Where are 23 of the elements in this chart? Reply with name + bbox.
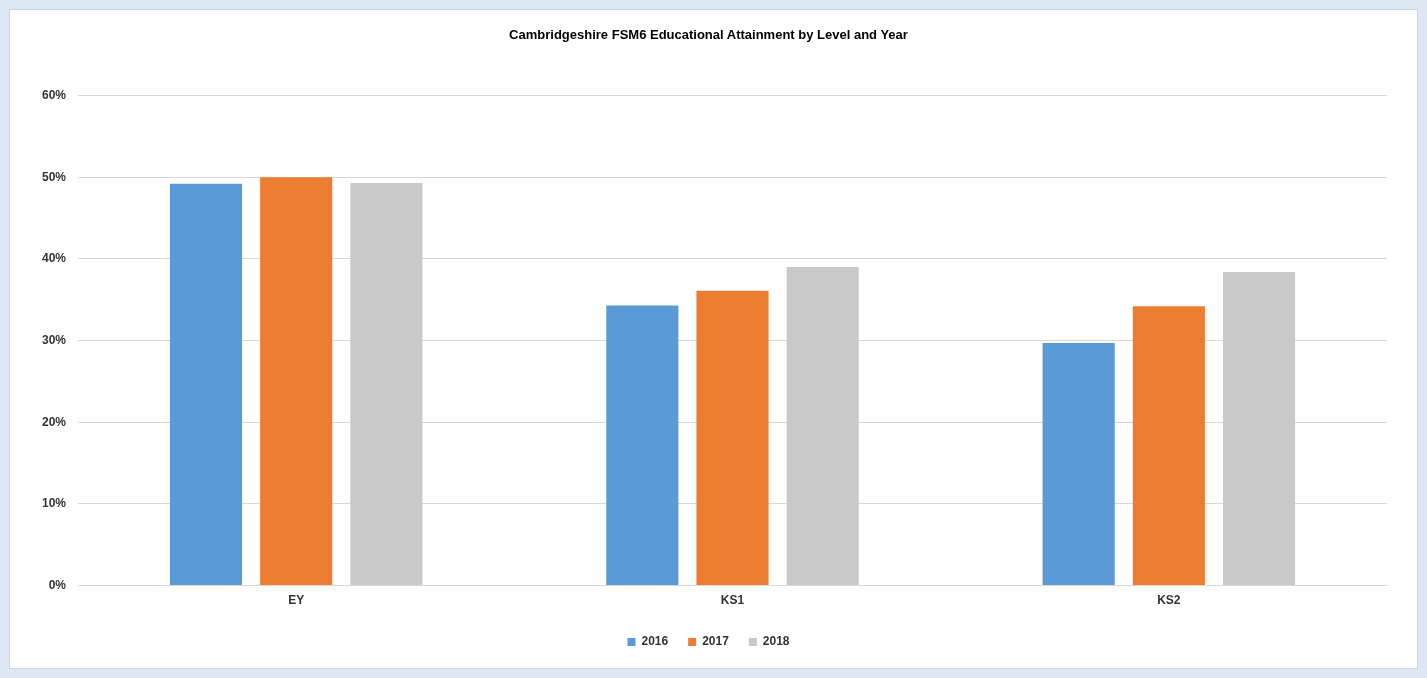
y-tick-label: 10% [41,496,67,511]
bar [350,182,423,586]
bar [606,305,679,586]
y-tick-label: 30% [41,332,67,347]
y-tick-label: 20% [41,414,67,429]
legend-label: 2018 [762,634,790,649]
bar [1222,272,1296,586]
x-tick-label: KS1 [720,593,745,608]
y-tick-label: 50% [41,169,67,184]
bar [169,183,243,586]
y-tick-label: 60% [41,87,67,102]
bar [786,267,859,586]
x-tick-label: EY [288,593,305,608]
x-tick-label: KS2 [1157,593,1181,608]
bar [260,177,333,586]
bar [696,290,769,586]
bar [1042,343,1115,586]
y-tick-label: 40% [41,251,67,266]
legend-label: 2016 [641,634,669,649]
bar [1132,306,1205,586]
y-tick-label: 0% [48,577,67,592]
legend-label: 2017 [702,634,730,649]
chart-title: Cambridgeshire FSM6 Educational Attainment by Level and Year [509,27,908,43]
